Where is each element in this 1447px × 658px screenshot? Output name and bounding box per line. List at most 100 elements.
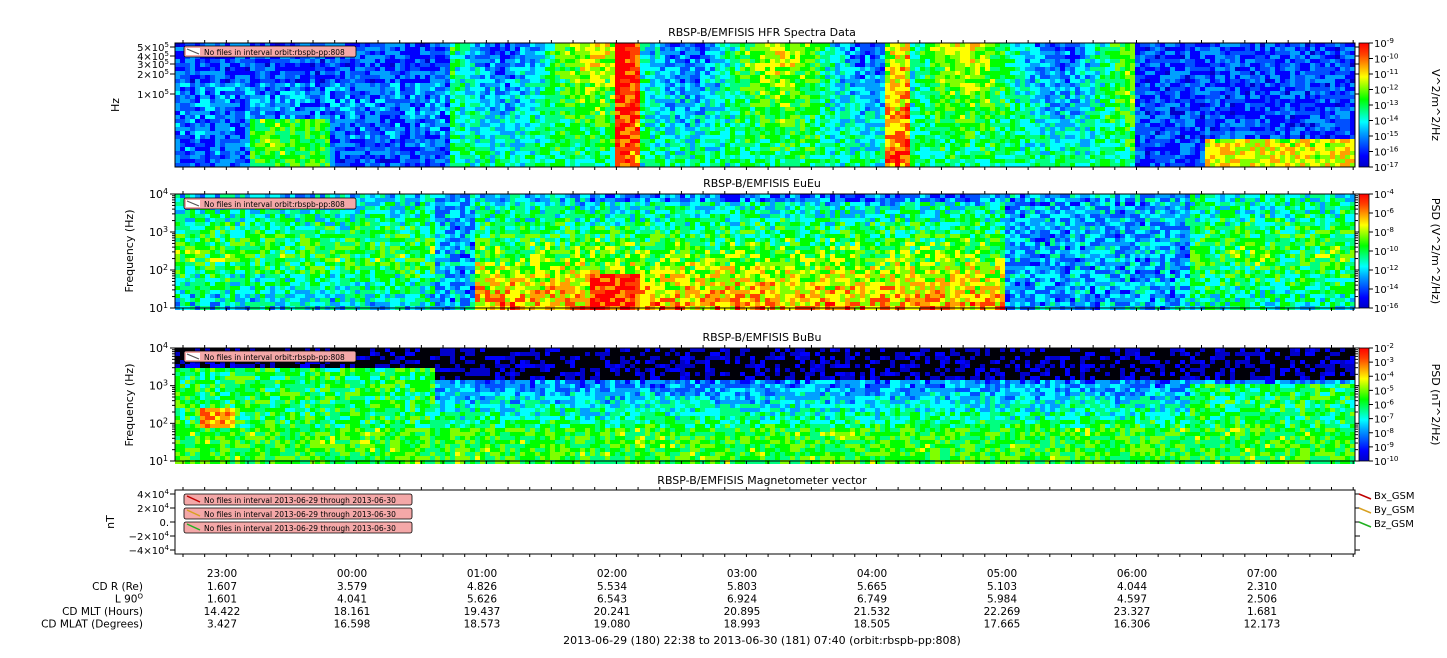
y-tick-label: 104 [149,341,168,355]
ephemeris-value: 12.173 [1244,619,1281,631]
y-tick-label: 101 [149,301,168,315]
colorbar: 10-210-310-410-510-610-710-810-910-10 PSD… [1358,341,1442,468]
colorbar-tick-label: 10-13 [1374,98,1398,112]
plot-frame [174,193,1356,309]
ephemeris-value: 3.427 [207,619,237,631]
ephemeris-value: 2.506 [1247,594,1277,606]
colorbar-tick-label: 10-6 [1374,206,1394,220]
ephemeris-value: 1.601 [207,594,237,606]
time-tick-label: 05:00 [987,568,1017,580]
colorbar-tick-label: 10-10 [1374,52,1399,66]
panel-title: RBSP-B/EMFISIS HFR Spectra Data [668,26,856,39]
eueu-panel: RBSP-B/EMFISIS EuEu 104 103 102 101 Frequen… [123,177,1442,315]
panel-title: RBSP-B/EMFISIS Magnetometer vector [657,474,867,487]
colorbar-tick-label: 10-3 [1374,355,1394,369]
colorbar-label: PSD (nT^2/Hz) [1429,364,1442,446]
y-axis-label: nT [104,515,117,529]
bubu-panel: RBSP-B/EMFISIS BuBu 104 103 102 101 Frequen… [123,331,1442,468]
ephemeris-value: 1.681 [1247,606,1277,618]
ephemeris-value: 20.241 [594,606,631,618]
ephemeris-value: 6.924 [727,594,757,606]
colorbar-tick-label: 10-11 [1374,67,1398,81]
ephemeris-value: 2.310 [1247,581,1277,593]
legend-swatch [1358,493,1372,500]
panel-title: RBSP-B/EMFISIS EuEu [703,177,821,190]
warning-box [183,521,413,534]
y-tick-label: 0. [159,518,169,529]
colorbar-label: PSD (V^2/m^2/Hz) [1429,198,1442,304]
warning-text: No files in interval 2013-06-29 through … [204,510,396,519]
colorbar-tick-label: 10-4 [1374,369,1394,383]
warning-boxes: No files in interval 2013-06-29 through … [183,493,413,534]
y-axis-label: Hz [109,98,122,112]
magnetometer-panel: RBSP-B/EMFISIS Magnetometer vector 4×104… [104,474,1415,557]
ephemeris-value: 4.044 [1117,581,1147,593]
colorbar-label: V^2/m^2/Hz [1429,69,1442,141]
ephemeris-value: 4.597 [1117,594,1147,606]
plot-frame [174,347,1356,462]
colorbar-tick-label: 10-15 [1374,129,1398,143]
y-tick-label: 103 [149,379,168,393]
time-tick-label: 01:00 [467,568,497,580]
y-tick-label: 4×104 [137,488,169,501]
ephemeris-value: 16.598 [334,619,371,631]
legend-label: By_GSM [1374,505,1415,516]
ephemeris-value: 4.826 [467,581,497,593]
warning-line-icon [186,523,201,531]
y-tick-label: −4×104 [129,544,170,557]
warning-line-icon [186,495,201,503]
legend-swatch [1358,521,1372,528]
warning-text: No files in interval orbit:rbspb-pp:808 [204,353,345,362]
warning-text: No files in interval 2013-06-29 through … [204,496,396,505]
colorbar: 10-4 10-6 10-8 10-10 10-12 10-14 10-16 PSD (V^2… [1358,187,1442,315]
colorbar-tick-label: 10-9 [1374,36,1394,50]
colorbar-tick-label: 10-16 [1374,301,1399,315]
time-axis-labels: 23:00 00:00 01:00 02:00 03:00 04:00 05:00 06:00… [207,568,1277,580]
ephemeris-value: 18.505 [854,619,891,631]
ephemeris-value: 1.607 [207,581,237,593]
colorbar-tick-label: 10-5 [1374,383,1394,397]
ephemeris-value: 5.626 [467,594,497,606]
ephemeris-value: 5.665 [857,581,887,593]
time-tick-label: 00:00 [337,568,367,580]
time-axis-ticks [182,40,1354,557]
colorbar-tick-label: 10-14 [1374,114,1399,128]
y-axis-ticks: 104 103 102 101 [149,341,1360,468]
warning-text: No files in interval orbit:rbspb-pp:808 [204,200,345,209]
time-tick-label: 07:00 [1247,568,1277,580]
ephemeris-value: 6.749 [857,594,887,606]
ephemeris-value: 4.041 [337,594,367,606]
colorbar-tick-label: 10-9 [1374,440,1394,454]
y-tick-label: 2×105 [137,68,169,81]
ephemeris-value: 3.579 [337,581,367,593]
colorbar-tick-label: 10-2 [1374,341,1394,355]
time-tick-label: 06:00 [1117,568,1147,580]
legend: Bx_GSM By_GSM Bz_GSM [1358,491,1415,530]
ephemeris-value: 5.103 [987,581,1017,593]
colorbar-tick-label: 10-6 [1374,398,1394,412]
y-axis-ticks: 104 103 102 101 [149,187,1360,315]
ephemeris-table: CD R (Re) 1.607 3.579 4.826 5.534 5.803 5.665 5… [41,581,1280,631]
ephemeris-value: 21.532 [854,606,891,618]
legend-swatch [1358,507,1372,514]
time-tick-label: 02:00 [597,568,627,580]
warning-box [183,507,413,520]
hfr-spectra-panel: RBSP-B/EMFISIS HFR Spectra Data 5×1054×1… [109,26,1442,174]
ephemeris-value: 17.665 [984,619,1021,631]
plot-frame [174,42,1356,168]
ephemeris-label: CD R (Re) [92,581,143,593]
colorbar-tick-label: 10-12 [1374,263,1398,277]
warning-text: No files in interval 2013-06-29 through … [204,524,396,533]
colorbar-tick-label: 10-17 [1374,160,1398,174]
ephemeris-value: 22.269 [984,606,1021,618]
time-tick-label: 23:00 [207,568,237,580]
ephemeris-value: 19.437 [464,606,501,618]
ephemeris-value: 5.534 [597,581,627,593]
time-tick-label: 03:00 [727,568,757,580]
y-tick-label: 4×105 [137,50,169,63]
y-tick-label: 103 [149,225,168,239]
ephemeris-value: 16.306 [1114,619,1151,631]
